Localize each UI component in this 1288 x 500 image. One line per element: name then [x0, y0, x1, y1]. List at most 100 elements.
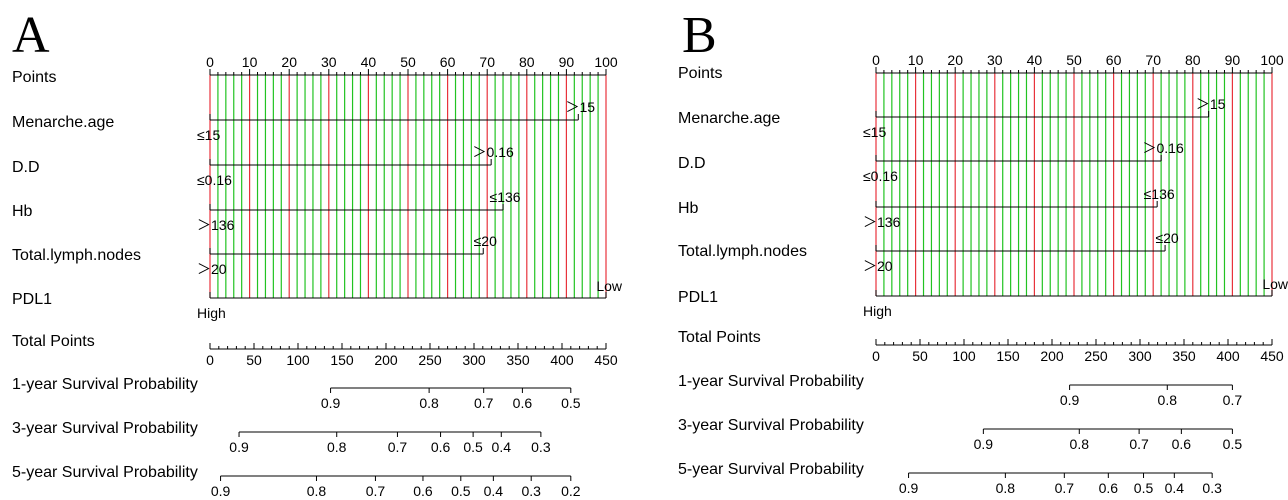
total-points-tick-label: 350: [506, 352, 530, 368]
row-label: Points: [12, 69, 56, 86]
total-points-tick-label: 200: [374, 352, 398, 368]
survival-tick-label: 0.8: [419, 395, 439, 411]
survival-tick-label: 0.6: [513, 395, 533, 411]
total-points-tick-label: 100: [286, 352, 310, 368]
survival-tick-label: 0.5: [1134, 480, 1154, 496]
survival-tick-label: 0.9: [321, 395, 341, 411]
points-tick-label: 40: [361, 54, 377, 70]
points-tick-label: 60: [440, 54, 456, 70]
nomogram-panel-a: A Points Menarche.age D.D Hb Total.lymph.node…: [12, 7, 623, 499]
variable-level-label: Low: [596, 278, 623, 294]
points-tick-label: 20: [947, 52, 963, 68]
variable-level-label: ＞0.16: [1142, 140, 1183, 156]
survival-tick-label: 0.7: [474, 395, 494, 411]
total-points-tick-label: 0: [872, 348, 880, 364]
row-label: PDL1: [678, 289, 718, 306]
variable-level-label: High: [197, 305, 226, 321]
survival-tick-label: 0.7: [1055, 480, 1075, 496]
survival-tick-label: 0.8: [327, 439, 347, 455]
total-points-tick-label: 250: [418, 352, 442, 368]
points-tick-label: 80: [519, 54, 535, 70]
panel-letter: A: [12, 7, 50, 64]
points-tick-label: 70: [1145, 52, 1161, 68]
row-label: D.D: [12, 159, 40, 176]
row-label: Menarche.age: [678, 110, 780, 127]
points-tick-label: 20: [281, 54, 297, 70]
points-tick-label: 50: [400, 54, 416, 70]
survival-tick-label: 0.4: [1165, 480, 1185, 496]
survival-tick-label: 0.3: [521, 483, 541, 499]
variable-level-label: ≤15: [197, 127, 220, 143]
variable-level-label: ≤136: [490, 189, 521, 205]
row-label: 5-year Survival Probability: [678, 461, 864, 478]
variable-level-label: ＞15: [1196, 96, 1226, 112]
points-tick-label: 70: [479, 54, 495, 70]
row-label: Total Points: [678, 329, 761, 346]
points-tick-label: 100: [594, 54, 618, 70]
survival-tick-label: 0.8: [1070, 436, 1090, 452]
variable-level-label: ≤15: [863, 124, 886, 140]
variable-level-label: ＞15: [565, 99, 595, 115]
total-points-tick-label: 100: [952, 348, 976, 364]
row-label: 5-year Survival Probability: [12, 464, 198, 481]
row-label: Hb: [12, 203, 33, 220]
row-label: Total Points: [12, 333, 95, 350]
total-points-tick-label: 250: [1084, 348, 1108, 364]
total-points-tick-label: 400: [550, 352, 574, 368]
total-points-tick-label: 450: [594, 352, 618, 368]
points-tick-label: 50: [1066, 52, 1082, 68]
points-tick-label: 30: [987, 52, 1003, 68]
points-tick-label: 90: [559, 54, 575, 70]
variable-level-label: ＞20: [197, 261, 227, 277]
variable-level-label: ≤0.16: [863, 168, 898, 184]
survival-tick-label: 0.2: [561, 483, 581, 499]
variable-level-label: ≤0.16: [197, 172, 232, 188]
points-tick-label: 60: [1106, 52, 1122, 68]
survival-tick-label: 0.8: [996, 480, 1016, 496]
survival-tick-label: 0.6: [1099, 480, 1119, 496]
total-points-tick-label: 400: [1216, 348, 1240, 364]
total-points-tick-label: 50: [246, 352, 262, 368]
survival-tick-label: 0.3: [531, 439, 551, 455]
survival-tick-label: 0.3: [1202, 480, 1222, 496]
total-points-tick-label: 300: [1128, 348, 1152, 364]
variable-level-label: ≤20: [1155, 230, 1178, 246]
row-label: D.D: [678, 155, 706, 172]
survival-tick-label: 0.4: [492, 439, 512, 455]
survival-tick-label: 0.5: [463, 439, 483, 455]
row-label: PDL1: [12, 291, 52, 308]
variable-level-label: ＞136: [197, 217, 235, 233]
points-tick-label: 10: [242, 54, 258, 70]
survival-tick-label: 0.6: [413, 483, 433, 499]
survival-tick-label: 0.5: [1223, 436, 1243, 452]
points-tick-label: 0: [872, 52, 880, 68]
points-tick-label: 90: [1225, 52, 1241, 68]
total-points-tick-label: 150: [996, 348, 1020, 364]
total-points-tick-label: 450: [1260, 348, 1284, 364]
panel-letter: B: [682, 7, 717, 64]
row-label: 3-year Survival Probability: [678, 417, 864, 434]
survival-tick-label: 0.9: [1060, 392, 1080, 408]
survival-tick-label: 0.8: [1158, 392, 1178, 408]
survival-tick-label: 0.7: [366, 483, 386, 499]
survival-tick-label: 0.7: [1223, 392, 1243, 408]
survival-tick-label: 0.9: [974, 436, 994, 452]
survival-tick-label: 0.5: [561, 395, 581, 411]
total-points-tick-label: 150: [330, 352, 354, 368]
row-label: Hb: [678, 200, 699, 217]
row-label: 3-year Survival Probability: [12, 420, 198, 437]
row-label: Total.lymph.nodes: [678, 243, 807, 260]
survival-tick-label: 0.8: [307, 483, 327, 499]
survival-tick-label: 0.4: [484, 483, 504, 499]
variable-level-label: ≤20: [474, 233, 497, 249]
variable-level-label: ＞136: [863, 214, 901, 230]
variable-level-label: Low: [1262, 276, 1288, 292]
variable-level-label: ≤136: [1144, 186, 1175, 202]
row-label: Total.lymph.nodes: [12, 247, 141, 264]
points-tick-label: 0: [206, 54, 214, 70]
total-points-tick-label: 200: [1040, 348, 1064, 364]
points-tick-label: 100: [1260, 52, 1284, 68]
total-points-tick-label: 0: [206, 352, 214, 368]
